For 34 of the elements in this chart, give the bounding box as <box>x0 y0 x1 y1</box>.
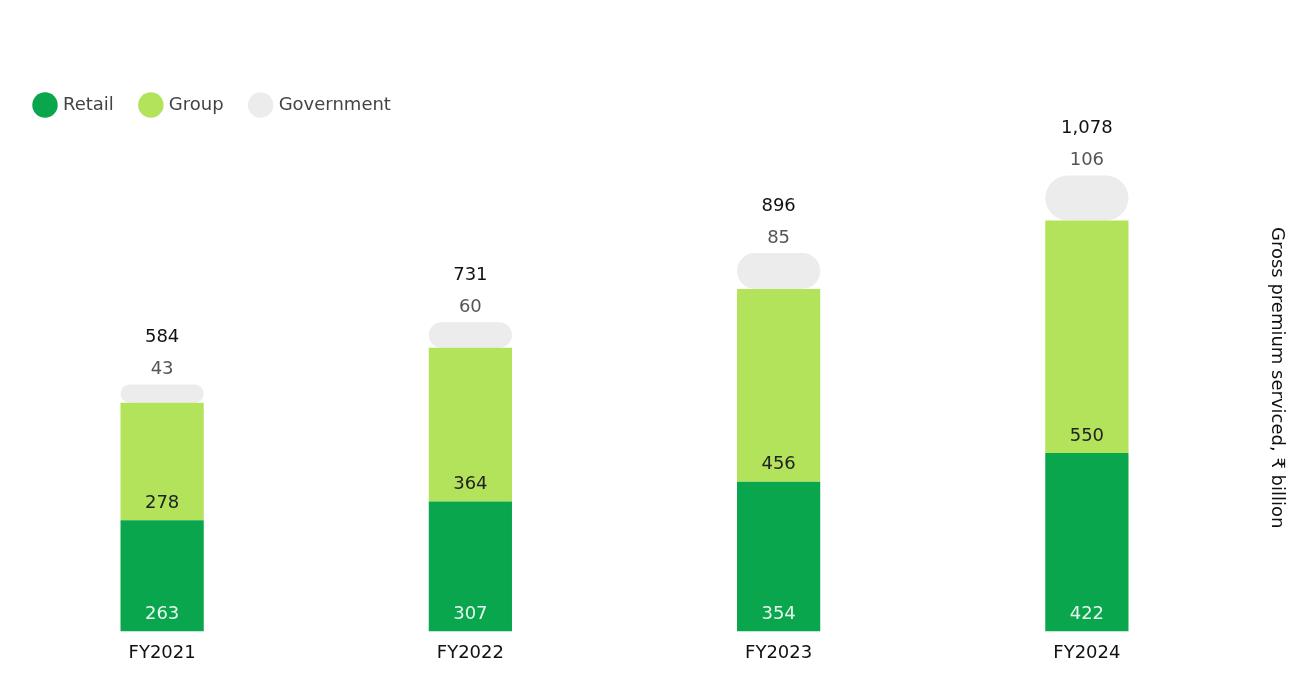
bar <box>1045 452 1129 632</box>
data-label: 456 <box>761 452 796 474</box>
total-label: 731 <box>453 262 488 284</box>
legend-label: Government <box>278 92 391 114</box>
bar <box>1045 220 1129 453</box>
bar <box>120 402 204 521</box>
x-tick-label: FY2024 <box>1053 640 1121 662</box>
total-label: 1,078 <box>1061 116 1113 138</box>
bar <box>428 347 512 502</box>
legend-label: Retail <box>63 92 114 114</box>
total-label: 584 <box>144 325 180 347</box>
bar <box>737 481 821 632</box>
x-tick-label: FY2021 <box>128 640 196 662</box>
data-label: 85 <box>767 225 791 247</box>
data-label: 364 <box>453 472 488 494</box>
total-label: 896 <box>761 193 796 215</box>
data-label: 106 <box>1069 148 1105 170</box>
bar <box>120 384 204 403</box>
legend-label: Group <box>168 92 224 114</box>
data-label: 354 <box>761 602 796 624</box>
data-label: 60 <box>458 294 482 316</box>
x-tick-label: FY2022 <box>436 640 504 662</box>
y-axis-title: Gross premium serviced, ₹ billion <box>1267 226 1289 529</box>
x-tick-label: FY2023 <box>745 640 813 662</box>
data-label: 422 <box>1069 602 1105 624</box>
data-label: 278 <box>144 490 180 512</box>
bar <box>428 501 512 632</box>
bar <box>737 288 821 482</box>
bar <box>428 322 512 348</box>
data-label: 263 <box>144 602 180 624</box>
bar <box>120 520 204 632</box>
data-label: 550 <box>1069 423 1105 445</box>
data-label: 43 <box>150 357 174 379</box>
data-label: 307 <box>453 602 488 624</box>
